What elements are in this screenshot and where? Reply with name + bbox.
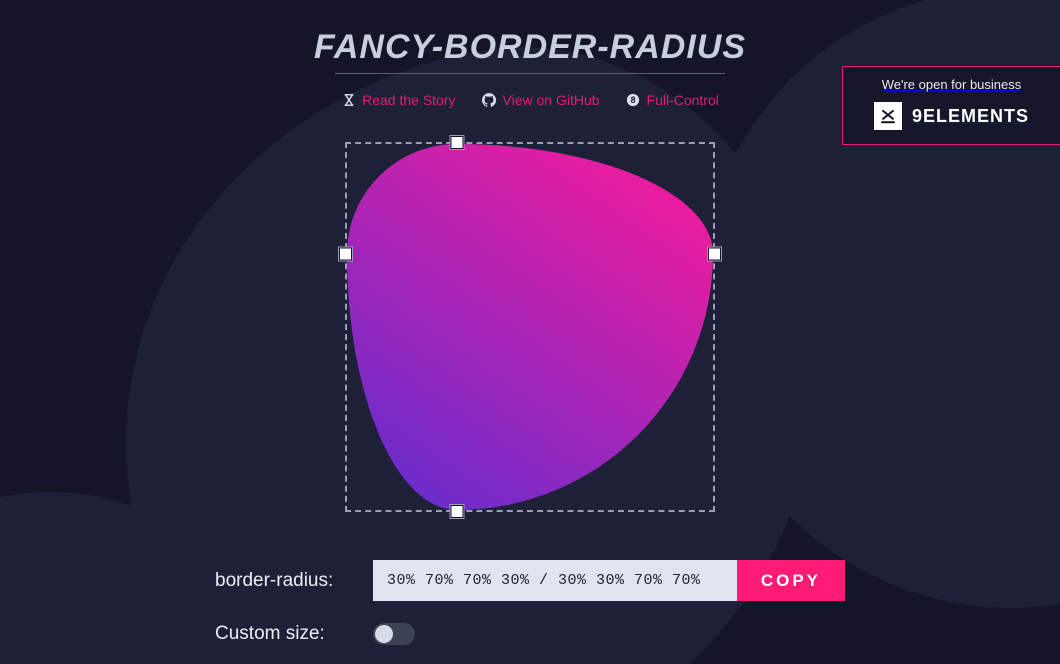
eight-icon: 8 xyxy=(626,93,641,108)
brand-mark-icon xyxy=(874,102,902,130)
handle-bottom[interactable] xyxy=(450,505,463,518)
full-control-label: Full-Control xyxy=(647,92,719,108)
handle-right[interactable] xyxy=(708,247,721,260)
github-label: View on GitHub xyxy=(503,92,600,108)
page-title: FANCY-BORDER-RADIUS xyxy=(0,28,1060,67)
banner-brand: 9ELEMENTS xyxy=(857,102,1046,130)
github-icon xyxy=(482,93,497,108)
hourglass-icon xyxy=(341,93,356,108)
full-control-link[interactable]: 8 Full-Control xyxy=(626,92,719,108)
border-radius-label: border-radius: xyxy=(215,570,355,592)
custom-size-toggle[interactable] xyxy=(373,623,415,645)
banner-tagline: We're open for business xyxy=(857,77,1046,92)
read-story-label: Read the Story xyxy=(362,92,455,108)
shape-editor xyxy=(345,142,715,512)
custom-size-label: Custom size: xyxy=(215,623,355,645)
copy-button[interactable]: COPY xyxy=(737,560,845,601)
code-box: COPY xyxy=(373,560,845,601)
handle-top[interactable] xyxy=(450,136,463,149)
title-underline xyxy=(335,73,725,74)
github-link[interactable]: View on GitHub xyxy=(482,92,600,108)
sponsor-banner[interactable]: We're open for business 9ELEMENTS xyxy=(842,66,1060,145)
border-radius-input[interactable] xyxy=(373,560,737,601)
brand-text: 9ELEMENTS xyxy=(912,106,1029,127)
read-story-link[interactable]: Read the Story xyxy=(341,92,455,108)
controls: border-radius: COPY Custom size: xyxy=(215,560,845,645)
shape-preview xyxy=(347,144,713,510)
handle-left[interactable] xyxy=(339,247,352,260)
toggle-knob xyxy=(375,625,393,643)
svg-text:8: 8 xyxy=(631,95,636,105)
